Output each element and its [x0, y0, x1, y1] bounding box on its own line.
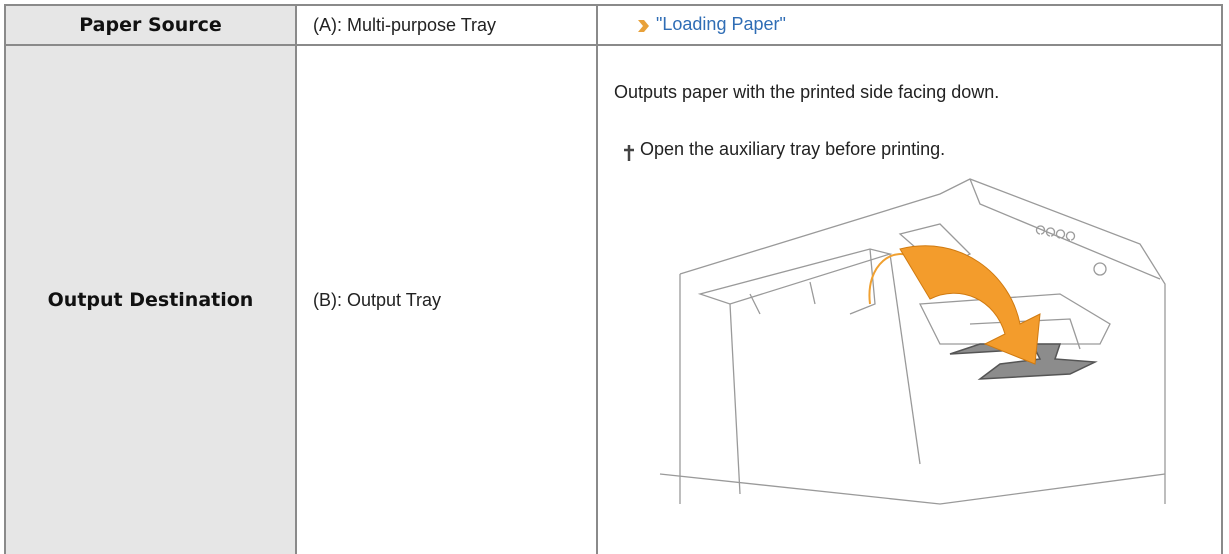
link[interactable]: "Loading Paper" [656, 14, 786, 34]
row-header: Paper Source [79, 14, 222, 36]
row-header-cell: Paper Source [4, 4, 295, 44]
row-header: Output Destination [47, 289, 254, 311]
value-text: (B): Output Tray [313, 289, 442, 310]
note: Open the auxiliary tray before printing. [640, 139, 946, 159]
link-icon [638, 20, 649, 32]
note-marker [624, 145, 634, 161]
value-cell: (A): Multi-purpose Tray [295, 4, 596, 44]
row-header-cell: Output Destination [4, 44, 295, 554]
description-cell: Outputs paper with the printed side faci… [596, 44, 1223, 554]
arrow-icon [638, 20, 649, 32]
printer-illustration [659, 178, 1166, 505]
value-cell: (B): Output Tray [295, 44, 596, 554]
value-text: (A): Multi-purpose Tray [313, 15, 497, 35]
description: Outputs paper with the printed side faci… [614, 82, 1000, 102]
link-cell: "Loading Paper" [596, 4, 1223, 44]
